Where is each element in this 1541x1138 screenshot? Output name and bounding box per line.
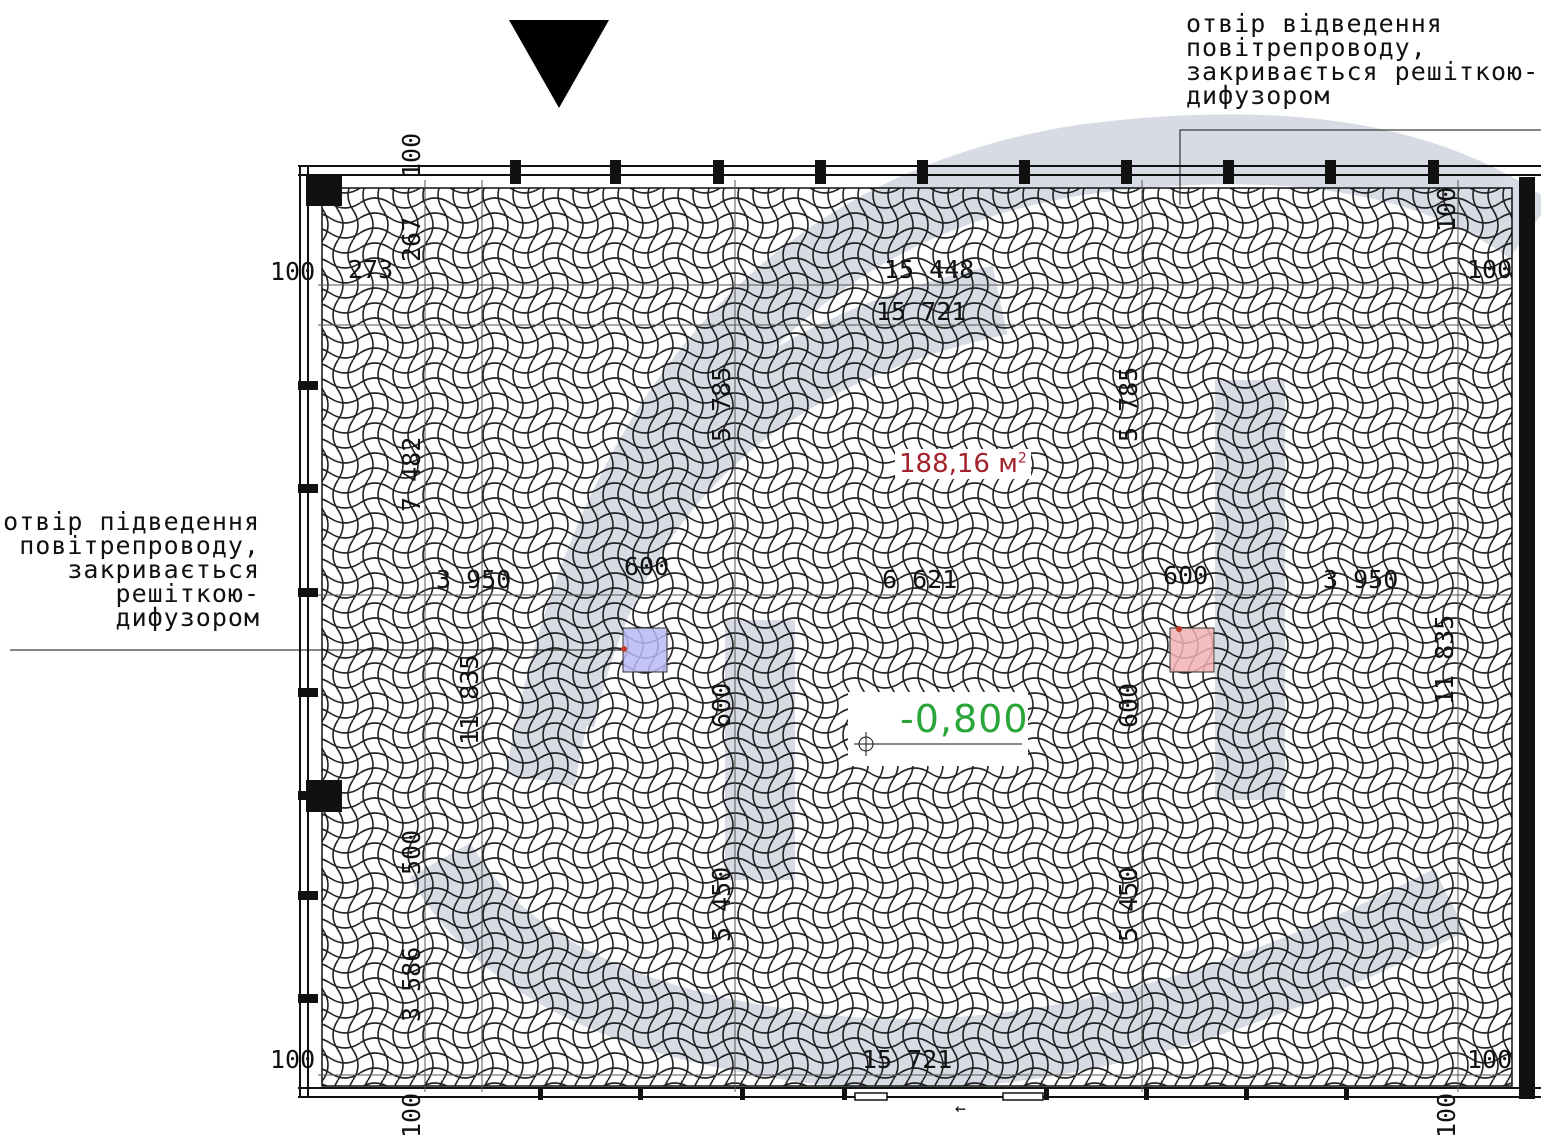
dim-col-b-upper: 5 785	[1114, 367, 1143, 442]
wall-post-top	[1325, 160, 1336, 184]
wall-post-top	[1223, 160, 1234, 184]
room-area-unit-exponent: 2	[1017, 450, 1027, 467]
supply-grille	[622, 627, 668, 673]
dim-right-edge-bottom: 100	[1467, 1045, 1512, 1074]
down-triangle-icon	[509, 20, 609, 108]
level-mark-box	[848, 692, 1028, 766]
wall-post-left	[298, 891, 318, 900]
dim-col-b-lower: 5 450	[1114, 867, 1143, 942]
dim-col-a-upper: 5 785	[707, 367, 736, 442]
wall-post-bottom	[1144, 1088, 1149, 1100]
wall-post-left	[298, 688, 318, 697]
floor-level-value: -0,800	[900, 697, 1029, 741]
wall-post-top	[917, 160, 928, 184]
dim-left-edge-bottom: 100	[270, 1045, 315, 1074]
wall-post-top	[1019, 160, 1030, 184]
dim-grille-a: 600	[624, 552, 669, 581]
dimension-labels-vertical: 100 267 7 482 5 785 5 785 100 11 835 600…	[397, 133, 1461, 1138]
wall-post-left	[298, 381, 318, 390]
exhaust-grille	[1169, 627, 1215, 673]
dim-right-height-mid: 11 835	[1430, 615, 1459, 705]
wall-post-bottom	[1244, 1088, 1249, 1100]
dim-overall-width-inner: 15 448	[884, 255, 974, 284]
dim-overall-width: 15 721	[876, 297, 966, 326]
dim-top-offset-b: 267	[397, 217, 426, 262]
dim-bottom-margin-right: 100	[1432, 1093, 1461, 1138]
dim-left-height-mid: 11 835	[455, 655, 484, 745]
outer-walls	[298, 165, 1541, 1099]
dim-col-a-lower: 5 450	[707, 867, 736, 942]
dim-grille-b: 600	[1163, 561, 1208, 590]
wall-post-top	[1121, 160, 1132, 184]
wall-post-left	[298, 588, 318, 597]
wall-post-bottom	[842, 1088, 847, 1100]
dim-bottom-margin-left: 100	[397, 1093, 426, 1138]
door-threshold	[854, 1092, 1044, 1101]
dim-middle-gap: 6 621	[882, 565, 957, 594]
exhaust-opening-note: отвір відведення повітрепроводу, закрива…	[1186, 9, 1540, 110]
floor-hatch	[322, 188, 1512, 1086]
wall-post-top	[1428, 160, 1439, 184]
exhaust-grille-marker	[1176, 626, 1182, 632]
dim-top-margin-left: 100	[397, 133, 426, 178]
dim-col-b-600: 600	[1114, 683, 1143, 728]
dimension-grid	[318, 180, 1512, 1092]
dim-top-margin-right: 100	[1432, 187, 1461, 232]
dim-top-offset-a: 273	[348, 255, 393, 284]
wall-posts	[298, 160, 1439, 1100]
supply-opening-note: отвір підведення повітрепроводу, закрива…	[3, 507, 260, 632]
wall-post-bottom	[740, 1088, 745, 1100]
dim-left-seg-3586: 3 586	[397, 947, 426, 1022]
dim-left-edge-top: 100	[270, 257, 315, 286]
corner-post-top-left	[306, 174, 342, 206]
room-area-value: 188,16 м	[899, 449, 1018, 479]
wall-post-bottom	[1044, 1088, 1049, 1100]
floor-outline	[321, 187, 1513, 1087]
wall-post-bottom	[1344, 1088, 1349, 1100]
wall-post-bottom	[538, 1088, 543, 1100]
room-area-label: 188,16 м2	[895, 449, 1031, 479]
corner-post-mid-left	[306, 780, 342, 812]
dim-right-edge-top: 100	[1467, 255, 1512, 284]
wall-post-left	[298, 994, 318, 1003]
dim-left-seg-500: 500	[397, 830, 426, 875]
dim-right-gap: 3 950	[1323, 565, 1398, 594]
dim-left-height-top: 7 482	[397, 437, 426, 512]
dim-overall-width-bottom: 15 721	[862, 1045, 952, 1074]
dim-col-a-600: 600	[707, 683, 736, 728]
wall-post-bottom	[638, 1088, 643, 1100]
wall-post-top	[713, 160, 724, 184]
left-arrow-icon: ←	[955, 1098, 966, 1119]
supply-grille-marker	[621, 646, 627, 652]
level-mark-symbol	[854, 732, 1022, 756]
dim-left-gap: 3 950	[436, 565, 511, 594]
wall-post-top	[815, 160, 826, 184]
wall-post-top	[510, 160, 521, 184]
leader-line-right	[1179, 129, 1541, 205]
wall-post-left	[298, 484, 318, 493]
wall-post-top	[610, 160, 621, 184]
dimension-labels: 100 273 15 448 15 721 100 3 950 600 6 62…	[270, 255, 1512, 1074]
